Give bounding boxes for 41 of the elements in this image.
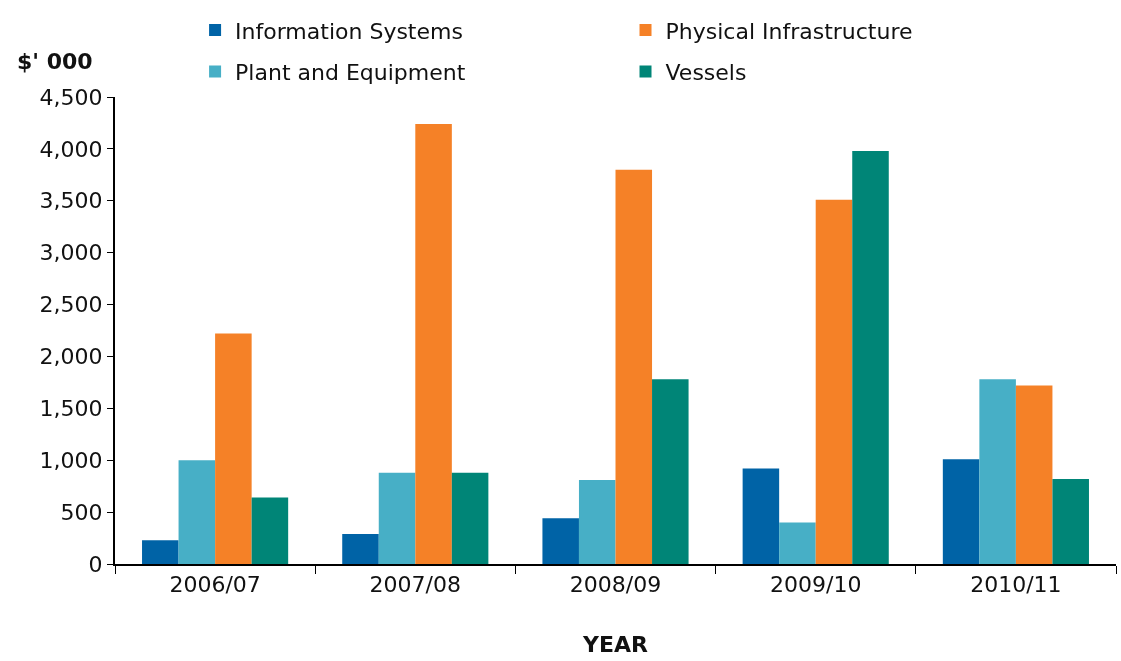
legend-label: Vessels [665, 60, 747, 86]
bar [852, 150, 889, 564]
y-tick-label: 4,500 [39, 84, 103, 110]
bar [779, 522, 816, 564]
bar [652, 379, 689, 564]
x-tick-label: 2006/07 [169, 572, 261, 598]
bar [415, 123, 452, 564]
x-axis-title: YEAR [582, 631, 649, 657]
y-tick-label: 1,000 [39, 447, 103, 473]
y-tick-label: 500 [60, 499, 103, 525]
y-tick-label: 3,000 [39, 240, 103, 266]
bar [178, 460, 216, 564]
legend-label: Physical Infrastructure [665, 18, 913, 44]
bar [1015, 385, 1053, 564]
x-tick-label: 2010/11 [970, 572, 1062, 598]
bar [742, 468, 780, 564]
legend-label: Information Systems [235, 18, 463, 44]
bar [215, 333, 252, 564]
y-tick-label: 2,000 [39, 344, 103, 370]
y-axis-title: $' 000 [17, 49, 93, 74]
y-tick-label: 4,000 [39, 136, 103, 162]
bar [451, 472, 489, 564]
x-tick-label: 2007/08 [369, 572, 461, 598]
bar [251, 497, 289, 564]
y-tick-label: 2,500 [39, 292, 103, 318]
bar [542, 518, 579, 564]
bar [142, 540, 179, 564]
bar [1052, 478, 1089, 564]
bar [378, 472, 416, 564]
y-tick-label: 3,500 [39, 188, 103, 214]
legend-label: Plant and Equipment [235, 60, 466, 86]
x-tick-label: 2008/09 [569, 572, 662, 598]
bar [942, 459, 980, 564]
x-tick-label: 2009/10 [770, 572, 862, 598]
bar [979, 379, 1016, 564]
bar [578, 479, 616, 564]
bar [615, 169, 653, 564]
y-tick-label: 0 [88, 551, 103, 577]
bar [815, 199, 853, 564]
y-tick-label: 1,500 [39, 396, 103, 422]
bar [342, 533, 379, 564]
